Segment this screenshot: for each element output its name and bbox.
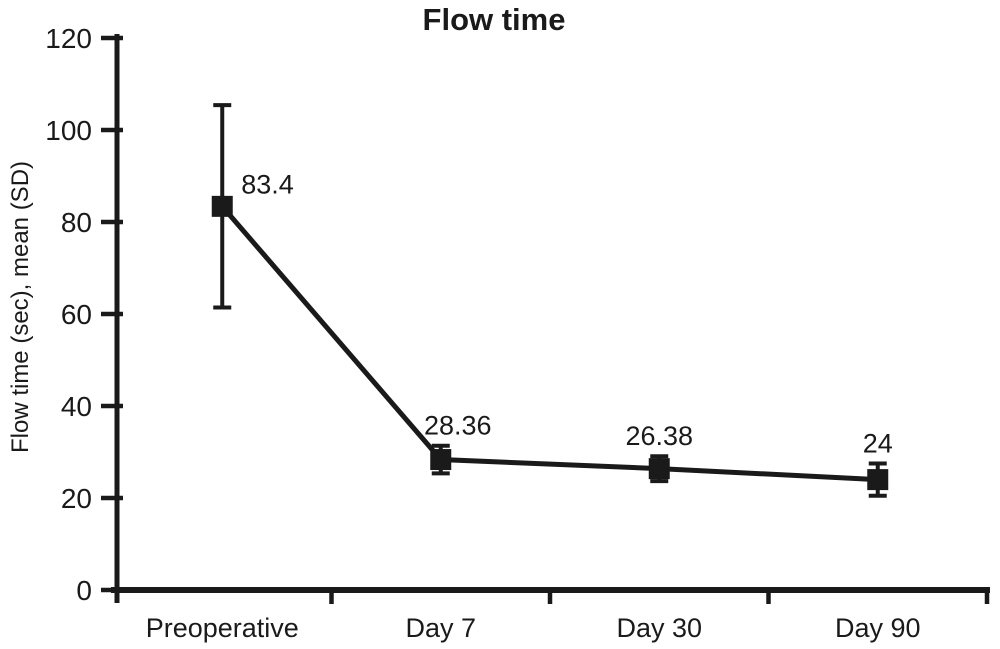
x-category-label: Day 30 <box>616 613 702 643</box>
y-tick-label: 20 <box>61 483 92 514</box>
series-line <box>220 204 878 483</box>
y-tick-label: 80 <box>61 207 92 238</box>
data-point-label: 26.38 <box>625 421 693 451</box>
y-tick-label: 100 <box>45 115 92 146</box>
data-point-marker <box>430 449 452 471</box>
data-point-marker <box>648 458 670 480</box>
x-category-label: Preoperative <box>146 613 299 643</box>
y-tick-label: 60 <box>61 299 92 330</box>
data-point-label: 24 <box>863 429 893 459</box>
data-point-marker <box>867 469 889 491</box>
x-category-label: Day 7 <box>405 613 476 643</box>
x-category-label: Day 90 <box>835 613 921 643</box>
y-tick-label: 120 <box>45 23 92 54</box>
data-point-label: 28.36 <box>424 411 492 441</box>
y-tick-label: 40 <box>61 391 92 422</box>
chart-title: Flow time <box>422 2 566 37</box>
data-point-label: 83.4 <box>241 169 294 199</box>
data-point-marker <box>211 195 233 217</box>
y-tick-label: 0 <box>76 575 92 606</box>
